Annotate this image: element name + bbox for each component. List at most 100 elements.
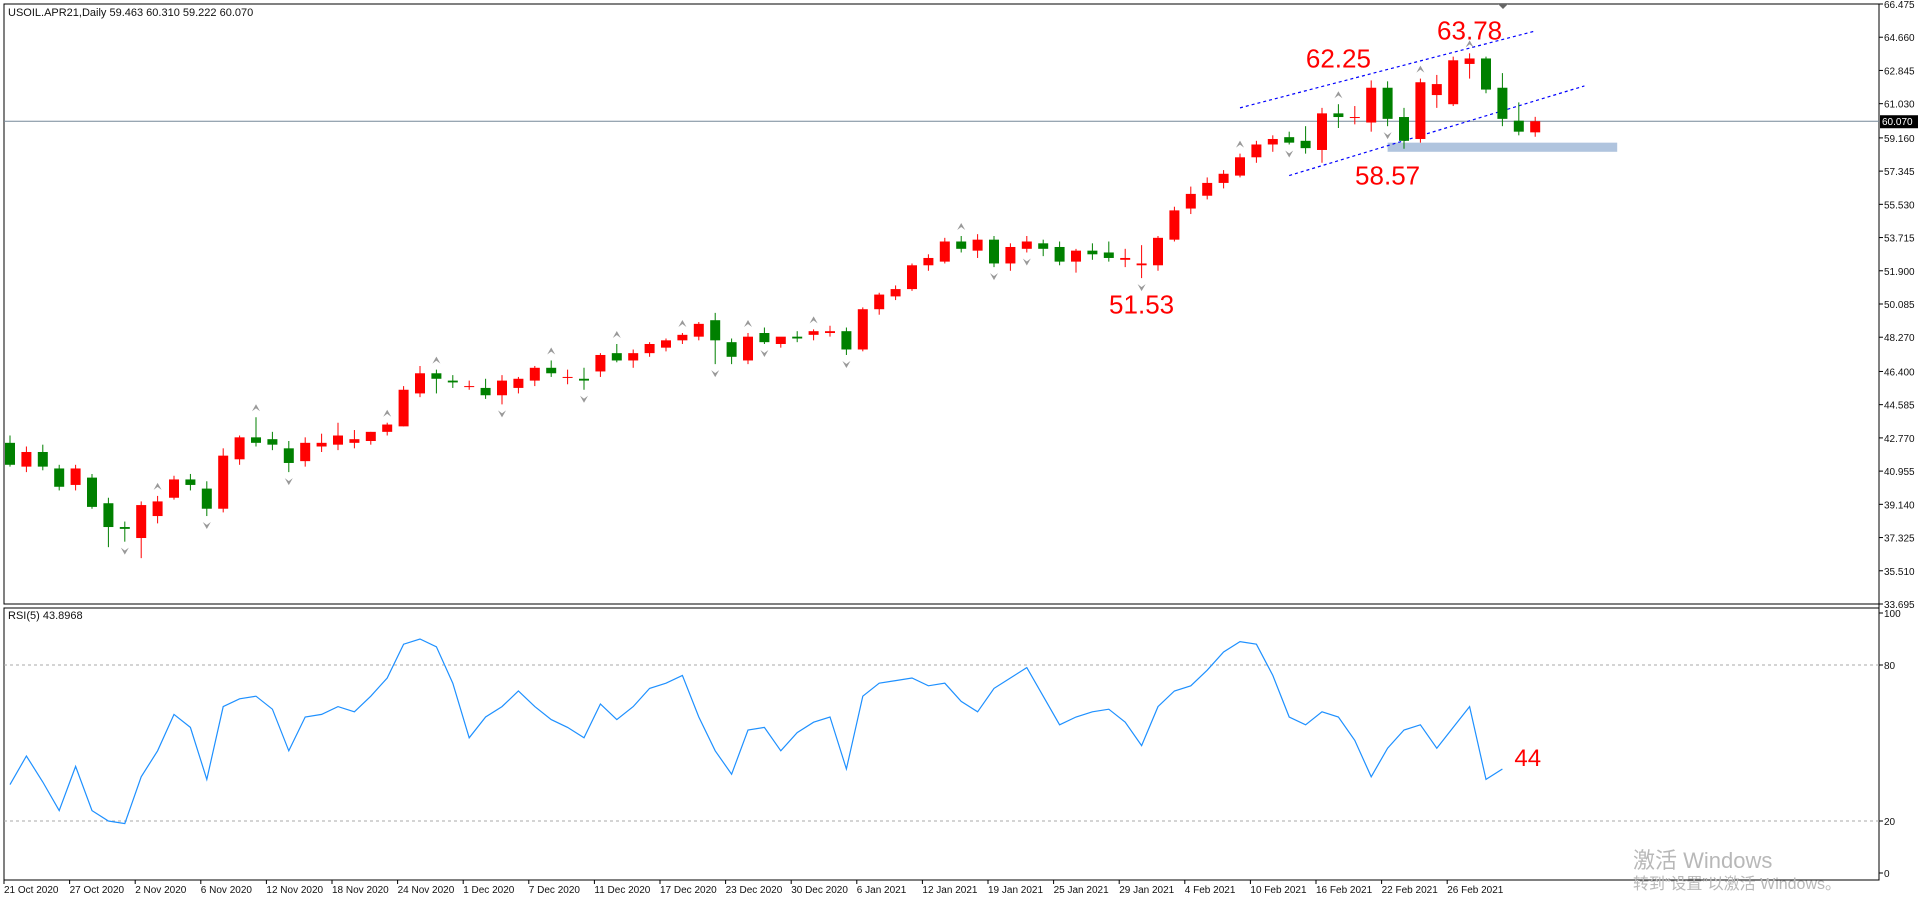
candle [1382, 81, 1393, 127]
fractal-down-icon [842, 360, 851, 368]
time-tick-label: 19 Jan 2021 [988, 885, 1043, 896]
price-tick-label: 61.030 [1884, 100, 1915, 111]
candle-body [808, 331, 819, 335]
time-tick-label: 12 Jan 2021 [922, 885, 977, 896]
candle-body [759, 333, 770, 343]
channel-layer [1239, 30, 1585, 177]
candle [283, 441, 294, 473]
candle [251, 417, 261, 447]
candle [1251, 140, 1262, 163]
candle-body [497, 380, 507, 396]
candle-body [1284, 137, 1295, 143]
price-tick-label: 59.160 [1884, 134, 1915, 145]
candle-body [1317, 113, 1327, 150]
candle-body [529, 367, 540, 381]
candle-body [234, 437, 245, 460]
price-tick-label: 57.345 [1884, 167, 1915, 178]
candle-body [333, 435, 343, 445]
candle-body [1251, 144, 1262, 158]
candle [333, 422, 343, 451]
candle-body [1054, 246, 1065, 262]
candle-body [1415, 82, 1426, 139]
time-tick-label: 6 Jan 2021 [857, 885, 907, 896]
candle [415, 365, 425, 398]
fractal-up-icon [153, 482, 162, 490]
time-tick-label: 25 Jan 2021 [1054, 885, 1109, 896]
candle-body [1513, 120, 1524, 132]
candle-body [1349, 117, 1360, 119]
candle-body [923, 257, 934, 266]
candle [562, 369, 573, 385]
price-tick-label: 51.900 [1884, 267, 1915, 278]
candle [54, 464, 65, 491]
fractal-up-icon [1236, 140, 1244, 148]
candle [661, 338, 671, 352]
candle [743, 333, 753, 365]
candle-body [1300, 140, 1311, 149]
candle-body [1087, 250, 1098, 255]
candle-body [1038, 243, 1049, 249]
price-tick-label: 46.400 [1884, 367, 1915, 378]
fractal-down-icon [990, 273, 998, 281]
candle [1513, 102, 1524, 136]
time-tick-label: 16 Feb 2021 [1316, 885, 1373, 896]
time-tick-label: 10 Feb 2021 [1250, 885, 1307, 896]
candle [644, 342, 655, 357]
candle [1202, 177, 1213, 200]
candle-body [464, 386, 475, 388]
candle [792, 331, 803, 343]
candle-body [726, 342, 737, 357]
price-annotation: 63.78 [1437, 15, 1502, 45]
time-tick-label: 12 Nov 2020 [266, 885, 323, 896]
time-tick-label: 17 Dec 2020 [660, 885, 717, 896]
candle-body [1333, 113, 1344, 118]
price-annotation: 58.57 [1355, 161, 1420, 191]
candle [70, 464, 81, 491]
candle-body [1382, 87, 1393, 119]
candle [447, 375, 458, 388]
time-tick-label: 1 Dec 2020 [463, 885, 515, 896]
time-tick-label: 23 Dec 2020 [726, 885, 783, 896]
candle-body [857, 309, 868, 350]
candle-body [956, 241, 967, 249]
candle [1399, 107, 1409, 149]
candle-body [874, 294, 885, 310]
candle [152, 495, 163, 524]
candle-body [1120, 257, 1131, 260]
time-tick-label: 18 Nov 2020 [332, 885, 389, 896]
candle-body [5, 442, 15, 465]
candle-body [825, 331, 835, 334]
candle-body [775, 336, 786, 344]
fractal-down-icon [120, 547, 129, 555]
candle-body [644, 343, 655, 354]
candle-body [283, 448, 294, 463]
time-tick-label: 30 Dec 2020 [791, 885, 848, 896]
candle [923, 254, 934, 271]
candle [1071, 248, 1081, 273]
candle [480, 378, 491, 399]
candle [1481, 56, 1491, 94]
price-axis-labels: 66.475 64.660 62.845 61.030 59.160 57.345 55.5… [1879, 0, 1915, 611]
candle [1317, 107, 1327, 163]
candle-body [87, 477, 97, 507]
candle [201, 481, 212, 517]
chart-shift-marker-icon[interactable] [1498, 4, 1508, 9]
candle [907, 263, 917, 291]
rsi-tick-label: 20 [1884, 817, 1896, 828]
fractal-up-icon [1465, 40, 1474, 48]
time-axis-labels: 21 Oct 2020 27 Oct 2020 2 Nov 2020 6 Nov 20… [3, 880, 1504, 896]
price-tick-label: 64.660 [1884, 33, 1915, 44]
candle-body [972, 239, 983, 251]
fractal-up-icon [612, 330, 621, 338]
candle [497, 375, 507, 405]
time-tick-label: 29 Jan 2021 [1119, 885, 1174, 896]
candle [1431, 74, 1442, 108]
candle [775, 336, 786, 348]
candle [710, 312, 721, 365]
candle-body [251, 437, 261, 443]
candle [103, 497, 114, 548]
time-tick-label: 21 Oct 2020 [4, 885, 59, 896]
candle-body [431, 373, 442, 379]
fractal-up-icon [252, 404, 260, 412]
